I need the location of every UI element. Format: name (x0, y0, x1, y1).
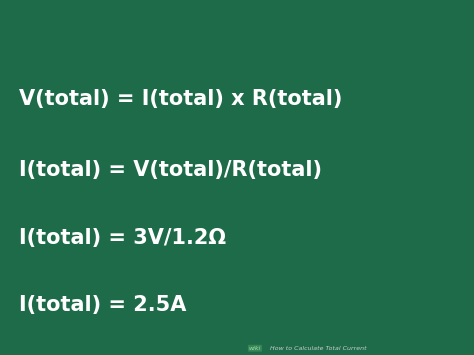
Text: V(total) = I(total) x R(total): V(total) = I(total) x R(total) (19, 89, 342, 109)
Text: I(total) = 3V/1.2Ω: I(total) = 3V/1.2Ω (19, 228, 226, 248)
Text: I(total) = V(total)/R(total): I(total) = V(total)/R(total) (19, 160, 322, 180)
Text: wiki: wiki (249, 346, 261, 351)
Text: How to Calculate Total Current: How to Calculate Total Current (270, 346, 367, 351)
Text: I(total) = 2.5A: I(total) = 2.5A (19, 295, 186, 315)
